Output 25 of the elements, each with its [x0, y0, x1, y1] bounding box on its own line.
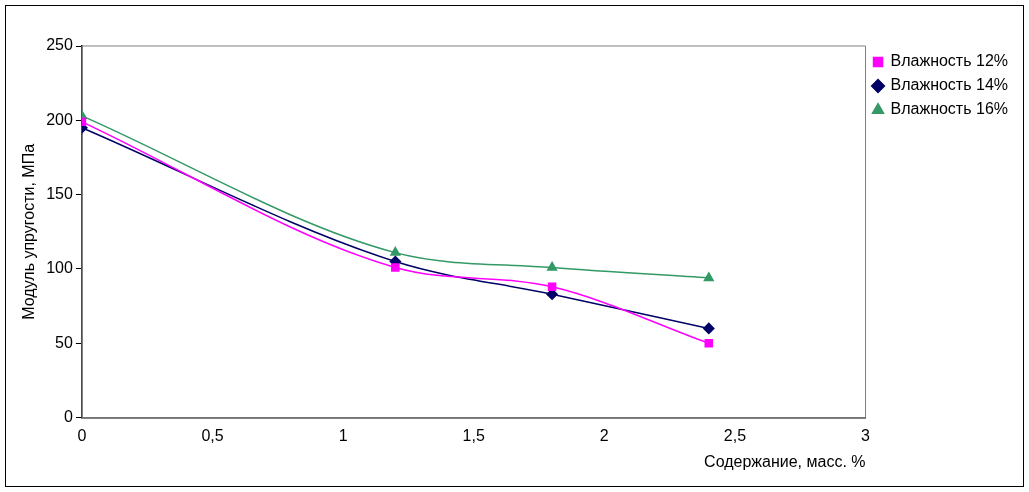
- x-axis-title: Содержание, масс. %: [704, 452, 866, 470]
- y-tick-label: 200: [46, 110, 73, 128]
- legend-label: Влажность 14%: [890, 76, 1009, 94]
- point: [546, 261, 558, 271]
- point: [391, 263, 400, 272]
- x-tick-label: 2: [599, 426, 609, 444]
- point: [703, 322, 715, 335]
- y-tick-label: 100: [46, 259, 73, 277]
- y-axis-title: Модуль упругости, МПа: [20, 143, 38, 320]
- point: [704, 338, 714, 348]
- y-tick-label: 0: [63, 408, 73, 426]
- x-tick-label: 3: [861, 426, 871, 444]
- point: [703, 272, 714, 282]
- x-tick-label: 1,5: [462, 426, 485, 444]
- legend-label: Влажность 12%: [890, 52, 1009, 70]
- x-tick-label: 0,5: [201, 426, 224, 444]
- x-tick-label: 0: [77, 426, 87, 444]
- point: [390, 246, 401, 256]
- legend-label: Влажность 16%: [890, 100, 1009, 118]
- x-tick-label: 1: [338, 426, 348, 444]
- y-tick-label: 250: [46, 36, 73, 54]
- x-tick-label: 2,5: [723, 426, 747, 444]
- point: [547, 282, 557, 292]
- y-tick-label: 50: [55, 333, 73, 351]
- y-tick-label: 150: [46, 185, 73, 203]
